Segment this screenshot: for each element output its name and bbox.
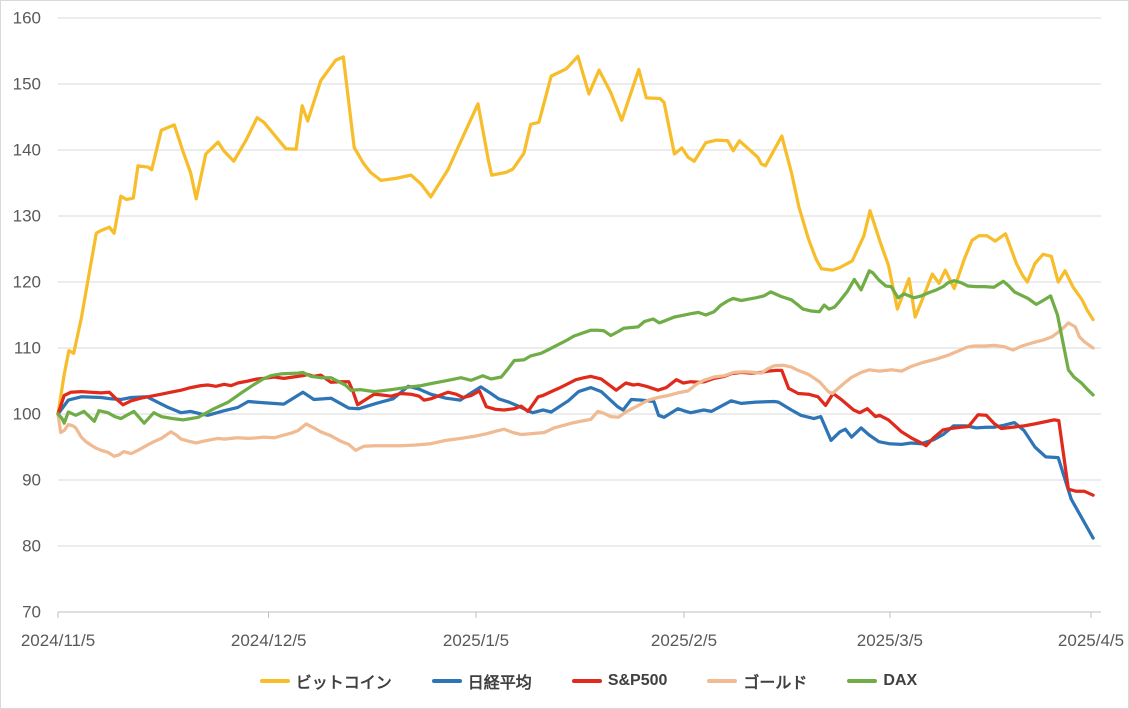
legend-label-gold: ゴールド xyxy=(743,675,808,692)
y-tick-label: 100 xyxy=(13,405,41,424)
y-tick-label: 110 xyxy=(14,339,41,358)
y-tick-label: 70 xyxy=(22,603,41,622)
series-line-dax xyxy=(56,269,1095,425)
legend-item-dax: DAX xyxy=(847,672,917,690)
legend-label-nikkei: 日経平均 xyxy=(467,675,532,692)
legend-swatch-nikkei xyxy=(431,679,462,683)
x-tick-label: 2025/2/5 xyxy=(651,631,717,650)
x-tick-label: 2025/3/5 xyxy=(857,631,923,650)
x-tick-label: 2025/4/5 xyxy=(1058,631,1124,650)
y-tick-label: 140 xyxy=(13,141,41,160)
legend-swatch-dax xyxy=(847,679,878,683)
y-tick-label: 160 xyxy=(13,9,41,28)
legend-swatch-gold xyxy=(707,679,738,683)
legend-item-bitcoin: ビットコイン xyxy=(259,669,392,693)
y-tick-label: 130 xyxy=(13,207,41,226)
legend-item-sp500: S&P500 xyxy=(571,672,668,690)
series-line-bitcoin xyxy=(56,54,1095,416)
legend-swatch-sp500 xyxy=(571,679,602,683)
x-tick-label: 2024/11/5 xyxy=(21,631,95,650)
legend: ビットコイン 日経平均 S&P500 ゴールド DAX xyxy=(1,669,1128,693)
y-tick-label: 150 xyxy=(13,75,41,94)
y-tick-label: 80 xyxy=(22,537,41,556)
chart-plot-area: 70 80 90 100 110 120 130 140 150 160 2024/11/5 2024… xyxy=(13,9,1124,651)
x-tick-label: 2025/1/5 xyxy=(443,631,509,650)
legend-label-dax: DAX xyxy=(883,672,918,689)
y-tick-label: 120 xyxy=(13,273,41,292)
legend-item-nikkei: 日経平均 xyxy=(431,669,532,693)
series-line-sp500 xyxy=(56,368,1095,497)
series-line-gold xyxy=(56,321,1095,458)
y-tick-label: 90 xyxy=(22,471,41,490)
legend-label-bitcoin: ビットコイン xyxy=(295,675,392,692)
legend-label-sp500: S&P500 xyxy=(607,672,668,689)
x-tick-label: 2024/12/5 xyxy=(231,631,307,650)
legend-item-gold: ゴールド xyxy=(707,669,807,693)
legend-swatch-bitcoin xyxy=(259,679,290,683)
